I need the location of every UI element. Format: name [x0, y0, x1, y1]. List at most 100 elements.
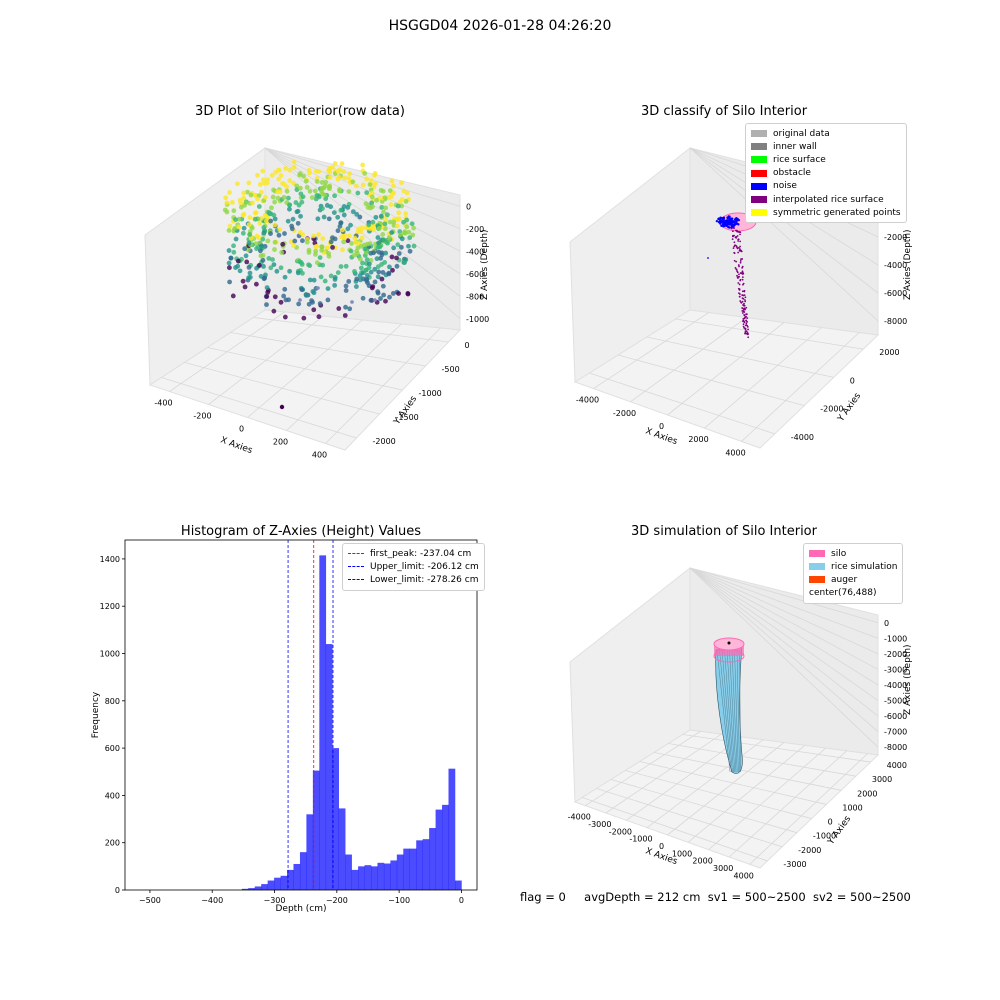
histogram-bar — [332, 748, 340, 890]
depth-point — [255, 172, 260, 178]
sv1-text: sv1 = 500~2500 — [707, 890, 806, 904]
z-tick-label: -5000 — [884, 697, 907, 706]
interpolated-point — [744, 331, 747, 333]
interpolated-point — [742, 323, 745, 326]
depth-point — [350, 209, 356, 215]
depth-point — [235, 181, 240, 187]
depth-point — [402, 229, 408, 235]
panel1-title: 3D Plot of Silo Interior(row data) — [195, 104, 405, 119]
depth-point — [298, 298, 302, 302]
interpolated-point — [739, 293, 741, 296]
depth-point — [347, 171, 353, 177]
legend-item: rice simulation — [809, 560, 897, 573]
y-tick-label: 2000 — [879, 348, 899, 357]
noise-point — [730, 217, 734, 220]
z-tick-label: -4000 — [884, 261, 907, 270]
depth-point — [243, 200, 249, 205]
depth-point — [391, 183, 396, 189]
depth-point — [248, 192, 254, 198]
figure-title: HSGGD04 2026-01-28 04:26:20 — [388, 18, 612, 34]
interpolated-point — [741, 307, 743, 309]
depth-point — [386, 270, 392, 276]
x-tick-label: −400 — [201, 896, 223, 905]
depth-point — [327, 166, 333, 171]
y-grid-line — [675, 318, 864, 350]
x-tick-label: -2000 — [613, 409, 636, 418]
depth-point — [311, 307, 317, 313]
depth-point — [297, 171, 303, 177]
depth-point — [227, 190, 232, 195]
interpolated-point — [741, 270, 744, 273]
depth-point — [373, 214, 379, 220]
x-grid-line — [687, 744, 806, 843]
depth-point — [374, 197, 379, 203]
legend-swatch — [809, 576, 825, 584]
depth-point — [366, 222, 372, 228]
mesh-line — [716, 649, 731, 773]
interpolated-point — [741, 309, 744, 312]
interpolated-point — [732, 247, 735, 250]
depth-point — [280, 180, 285, 186]
depth-point — [341, 169, 347, 174]
depth-point — [325, 297, 331, 303]
x-grid-line — [741, 332, 860, 442]
depth-point — [375, 235, 381, 240]
depth-point — [359, 235, 365, 241]
z-tick-label: -600 — [466, 270, 484, 279]
depth-point — [233, 217, 238, 223]
z-grid-line — [689, 567, 879, 748]
interpolated-point — [737, 282, 740, 284]
y-tick-label: -1000 — [419, 389, 442, 398]
mesh-line — [734, 649, 739, 773]
depth-point — [355, 229, 361, 234]
depth-point — [389, 178, 395, 184]
depth-point — [343, 283, 349, 289]
depth-point — [258, 189, 264, 195]
depth-point — [399, 203, 405, 209]
depth-point — [261, 180, 267, 186]
legend-item: Upper_limit: -206.12 cm — [348, 560, 479, 573]
y-tick-label: 0 — [115, 886, 120, 895]
depth-point — [311, 277, 317, 283]
flag-text: flag = 0 — [520, 890, 566, 904]
x-tick-label: 2000 — [688, 435, 708, 444]
legend-swatch — [751, 209, 767, 217]
interpolated-point — [742, 325, 745, 328]
depth-point — [268, 231, 273, 236]
interpolated-point — [739, 260, 742, 262]
interpolated-point — [745, 306, 748, 309]
depth-point — [232, 225, 238, 231]
interpolated-point — [739, 261, 742, 264]
depth-point — [406, 243, 411, 249]
legend-item: symmetric generated points — [751, 206, 901, 219]
depth-point — [375, 289, 381, 295]
histogram-bar — [390, 860, 398, 890]
interpolated-point — [735, 260, 738, 263]
histogram-bar — [325, 644, 333, 890]
noise-point — [707, 257, 709, 259]
depth-point — [380, 232, 386, 237]
depth-point — [340, 227, 345, 233]
depth-point — [337, 167, 343, 173]
z-grid-line — [689, 567, 879, 670]
depth-point — [289, 223, 295, 229]
noise-point — [732, 225, 735, 228]
interpolated-point — [738, 265, 740, 268]
depth-point — [335, 228, 341, 234]
depth-point — [306, 262, 311, 268]
depth-point — [278, 299, 284, 305]
depth-point — [227, 279, 232, 285]
depth-point — [244, 259, 250, 265]
legend-swatch — [751, 143, 767, 151]
interpolated-point — [737, 246, 740, 249]
interpolated-point — [739, 233, 741, 236]
x-tick-label: −500 — [139, 896, 161, 905]
depth-point — [386, 235, 392, 240]
depth-point — [327, 175, 333, 180]
interpolated-point — [737, 238, 740, 241]
depth-point — [292, 238, 298, 244]
depth-point — [260, 252, 266, 258]
depth-point — [268, 218, 274, 224]
interpolated-point — [742, 319, 745, 322]
x-grid-line — [667, 322, 785, 416]
